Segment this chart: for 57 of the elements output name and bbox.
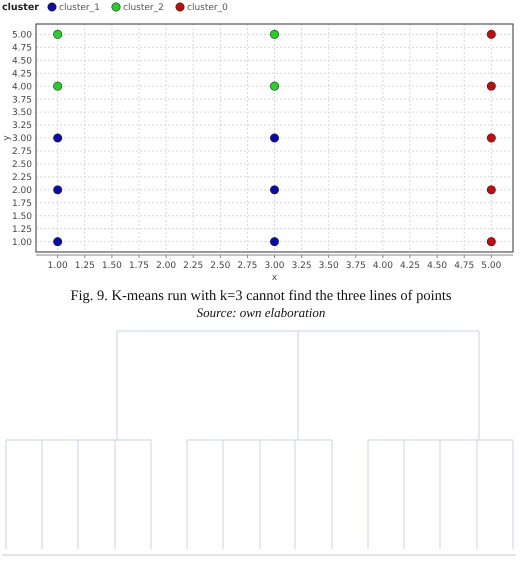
point (53, 82, 62, 91)
y-tick-label: 2.75 (12, 147, 32, 158)
y-tick-label: 4.50 (12, 56, 32, 66)
y-tick-label: 3.50 (12, 108, 32, 118)
x-tick-label: 4.75 (454, 261, 474, 271)
x-tick-label: 3.00 (264, 261, 285, 271)
caption: Fig. 9. K-means run with k=3 cannot find the three lines of points (70, 288, 452, 304)
source-note: Source: own elaboration (196, 305, 326, 320)
x-tick-label: 2.25 (183, 261, 204, 271)
legend-label: cluster_1 (59, 3, 100, 13)
x-tick-label: 2.75 (237, 261, 258, 271)
y-tick-label: 4.75 (12, 43, 32, 54)
y-tick-label: 2.50 (12, 160, 32, 170)
x-tick-label: 1.50 (102, 261, 122, 271)
point (53, 185, 62, 194)
point (270, 237, 279, 246)
x-tick-label: 3.75 (346, 261, 366, 271)
x-tick-label: 5.00 (481, 261, 502, 271)
y-tick-label: 1.25 (12, 224, 32, 235)
legend-title: cluster (2, 2, 40, 13)
x-tick-label: 3.25 (292, 261, 312, 271)
y-tick-label: 4.25 (12, 69, 32, 80)
y-tick-label: 3.00 (12, 134, 32, 144)
y-tick-label: 2.25 (12, 173, 32, 184)
y-tick-label: 1.00 (12, 238, 32, 248)
x-tick-label: 4.00 (372, 261, 394, 271)
point (486, 185, 496, 194)
point (270, 185, 279, 194)
x-tick-label: 1.25 (74, 261, 95, 271)
y-tick-label: 1.50 (12, 212, 32, 222)
y-tick-label: 5.00 (12, 30, 32, 41)
y-tick-label: 3.25 (12, 121, 32, 132)
point (486, 134, 496, 142)
y-tick-label: 3.75 (12, 95, 32, 106)
y-tick-label: 1.75 (12, 198, 32, 209)
x-axis-title: x (272, 273, 278, 283)
x-tick-label: 2.50 (210, 261, 231, 271)
x-tick-label: 2.00 (156, 261, 176, 271)
y-axis-title: y (2, 134, 12, 141)
y-tick-label: 4.00 (12, 82, 32, 92)
point (53, 134, 62, 142)
legend-label: cluster_0 (187, 3, 228, 13)
legend-label: cluster_2 (123, 3, 164, 13)
x-tick-label: 3.50 (318, 261, 339, 271)
y-tick-label: 2.00 (12, 186, 32, 196)
x-tick-label: 1.75 (128, 261, 150, 271)
point (486, 30, 496, 39)
point (53, 237, 62, 246)
x-tick-label: 1.00 (48, 261, 68, 271)
point (53, 30, 62, 39)
x-tick-label: 4.25 (400, 261, 420, 271)
point (486, 237, 496, 246)
x-tick-label: 4.50 (427, 261, 448, 271)
point (270, 30, 279, 39)
point (270, 134, 279, 142)
point (270, 82, 279, 91)
point (486, 82, 496, 91)
